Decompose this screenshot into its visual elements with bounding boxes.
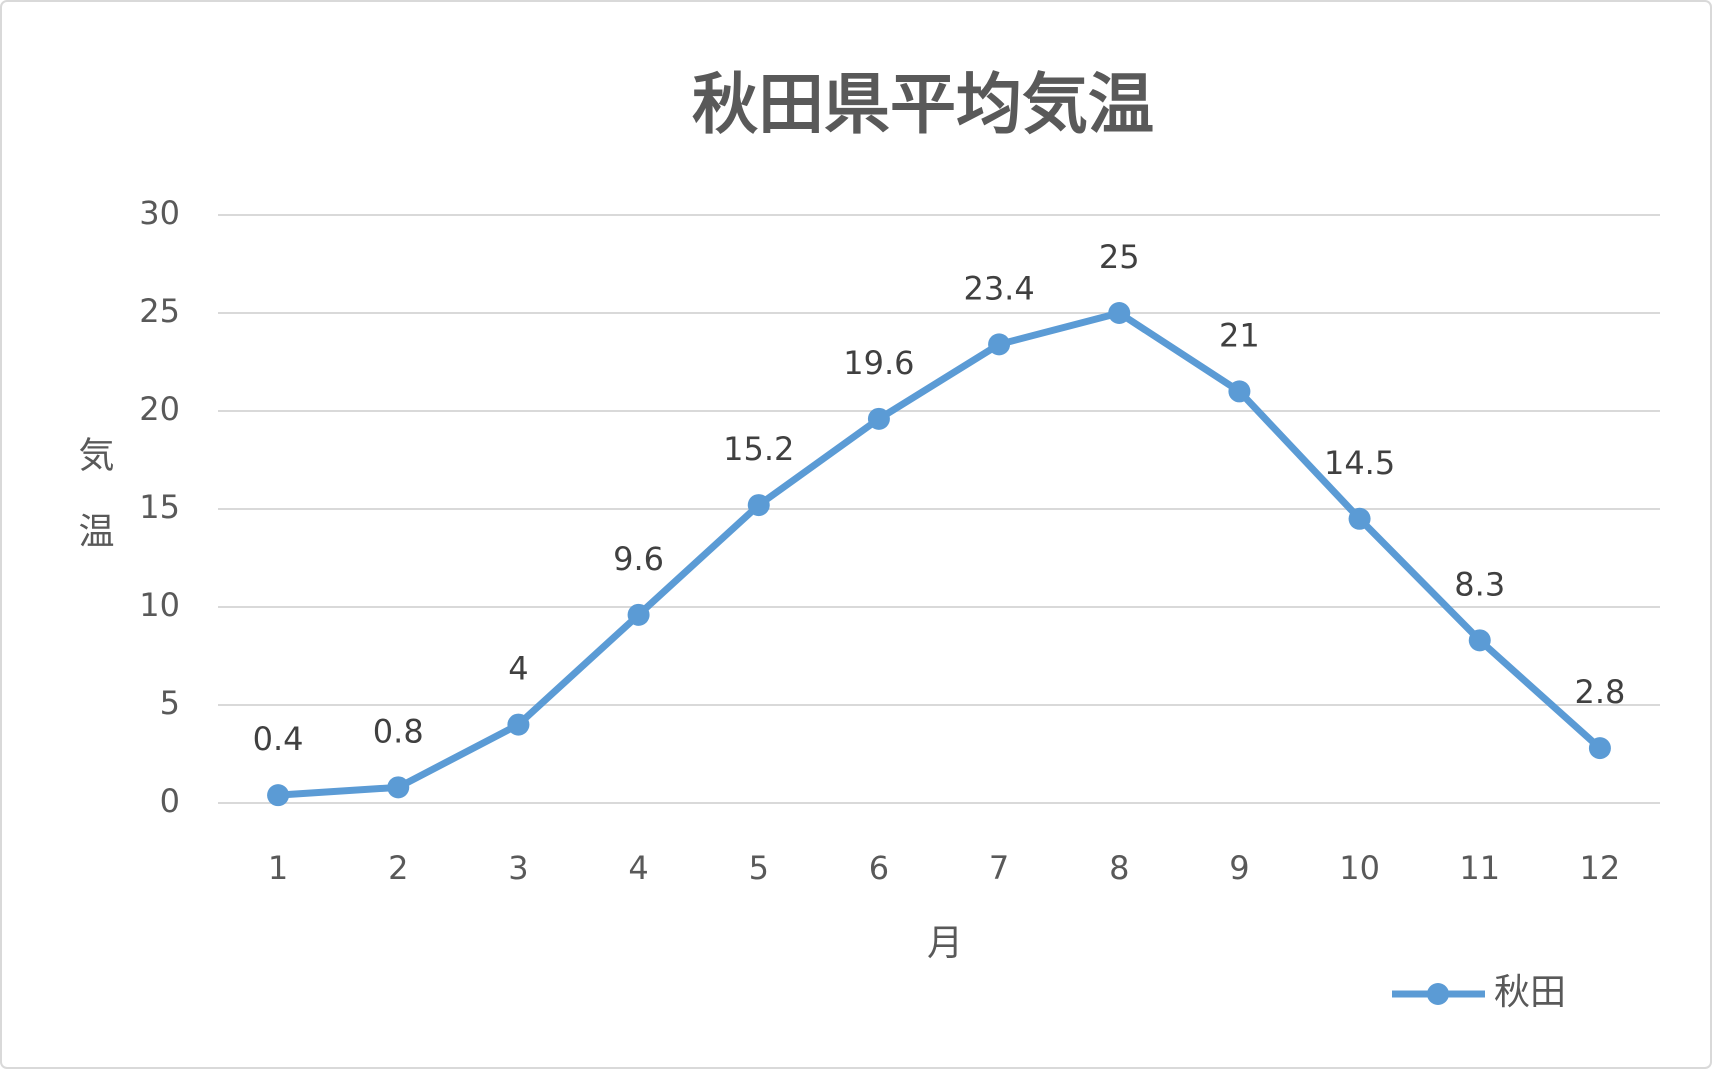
x-tick-label: 7 <box>989 849 1009 887</box>
x-tick-label: 8 <box>1109 849 1129 887</box>
y-axis-title: 気温 <box>73 436 114 588</box>
y-tick-label: 25 <box>139 292 180 330</box>
data-label: 9.6 <box>613 540 664 578</box>
y-tick-label: 20 <box>139 390 180 428</box>
y-tick-label: 15 <box>139 488 180 526</box>
data-label: 2.8 <box>1574 673 1625 711</box>
data-label: 19.6 <box>843 344 914 382</box>
legend-marker <box>1427 983 1449 1005</box>
y-tick-label: 5 <box>160 684 180 722</box>
x-tick-label: 5 <box>749 849 769 887</box>
data-label: 23.4 <box>963 269 1034 307</box>
data-label: 25 <box>1099 238 1140 276</box>
data-point <box>867 407 890 430</box>
legend-label: 秋田 <box>1494 972 1566 1013</box>
data-label: 0.8 <box>373 712 424 750</box>
data-label: 4 <box>508 650 528 688</box>
data-point <box>1228 380 1251 403</box>
x-tick-label: 2 <box>388 849 408 887</box>
x-tick-label: 10 <box>1339 849 1380 887</box>
y-tick-label: 30 <box>139 194 180 232</box>
data-point <box>267 784 290 807</box>
data-point <box>507 713 530 736</box>
x-tick-label: 11 <box>1459 849 1500 887</box>
x-tick-label: 6 <box>869 849 889 887</box>
data-point <box>988 333 1011 356</box>
x-tick-label: 1 <box>268 849 288 887</box>
data-point <box>387 776 410 799</box>
data-point <box>1348 507 1371 530</box>
y-tick-label: 10 <box>139 586 180 624</box>
x-tick-label: 9 <box>1229 849 1249 887</box>
data-point <box>1588 737 1611 760</box>
data-label: 15.2 <box>723 430 794 468</box>
x-tick-label: 12 <box>1580 849 1621 887</box>
x-axis-title: 月 <box>927 923 963 964</box>
data-label: 8.3 <box>1454 565 1505 603</box>
x-tick-label: 3 <box>508 849 528 887</box>
data-point <box>1108 302 1131 324</box>
data-point <box>627 603 650 626</box>
data-label: 21 <box>1219 316 1260 354</box>
series-line <box>274 309 1604 799</box>
chart-title: 秋田県平均気温 <box>692 66 1154 143</box>
data-point <box>747 494 770 517</box>
x-tick-label: 4 <box>628 849 648 887</box>
y-tick-label: 0 <box>160 782 180 820</box>
data-point <box>1468 629 1491 652</box>
data-label: 0.4 <box>253 720 304 758</box>
data-label: 14.5 <box>1324 444 1395 482</box>
